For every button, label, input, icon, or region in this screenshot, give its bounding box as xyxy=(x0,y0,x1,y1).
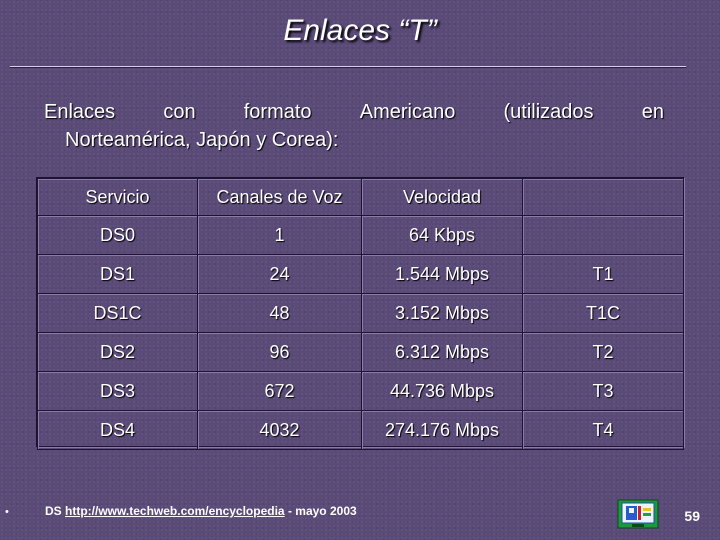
cell-velocidad: 44.736 Mbps xyxy=(361,371,523,411)
cell-velocidad: 274.176 Mbps xyxy=(361,410,523,450)
intro-word: Americano xyxy=(359,101,456,123)
footer-source: DS http://www.techweb.com/encyclopedia -… xyxy=(45,504,357,518)
cell-servicio: DS4 xyxy=(37,410,198,450)
cell-canales: 4032 xyxy=(197,410,362,450)
cell-velocidad: 3.152 Mbps xyxy=(361,293,523,333)
cell-servicio: DS3 xyxy=(37,371,198,411)
footer-source-link[interactable]: http://www.techweb.com/encyclopedia xyxy=(65,504,285,518)
table-row: DS2 96 6.312 Mbps T2 xyxy=(37,332,684,372)
presentation-logo-icon xyxy=(617,499,659,529)
footer-source-prefix: DS xyxy=(45,504,62,518)
intro-word: Enlaces xyxy=(44,101,116,123)
intro-word: con xyxy=(163,101,196,123)
cell-t-name: T2 xyxy=(522,332,684,372)
table-row: DS0 1 64 Kbps xyxy=(37,215,684,255)
table-row: DS4 4032 274.176 Mbps T4 xyxy=(37,410,684,450)
cell-canales: 48 xyxy=(197,293,362,333)
table-header-row: Servicio Canales de Voz Velocidad xyxy=(37,178,684,216)
header-velocidad: Velocidad xyxy=(361,178,523,216)
cell-servicio: DS2 xyxy=(37,332,198,372)
cell-t-name: T4 xyxy=(522,410,684,450)
cell-t-name: T1C xyxy=(522,293,684,333)
page-number: 59 xyxy=(684,508,700,524)
cell-canales: 24 xyxy=(197,254,362,294)
cell-canales: 672 xyxy=(197,371,362,411)
slide-title: Enlaces “T” xyxy=(283,14,437,47)
table-row: DS1 24 1.544 Mbps T1 xyxy=(37,254,684,294)
cell-canales: 1 xyxy=(197,215,362,255)
cell-canales: 96 xyxy=(197,332,362,372)
intro-word: formato xyxy=(243,101,312,123)
header-canales: Canales de Voz xyxy=(197,178,362,216)
intro-text: Enlaces con formato Americano (utilizado… xyxy=(44,98,664,154)
intro-word: en xyxy=(641,101,664,123)
intro-word: (utilizados xyxy=(503,101,594,123)
cell-servicio: DS0 xyxy=(37,215,198,255)
footer-source-suffix: - mayo 2003 xyxy=(287,504,357,518)
header-blank xyxy=(522,178,684,216)
table-row: DS1C 48 3.152 Mbps T1C xyxy=(37,293,684,333)
cell-velocidad: 64 Kbps xyxy=(361,215,523,255)
table-row: DS3 672 44.736 Mbps T3 xyxy=(37,371,684,411)
cell-t-name: T1 xyxy=(522,254,684,294)
header-servicio: Servicio xyxy=(37,178,198,216)
intro-line-1: Enlaces con formato Americano (utilizado… xyxy=(44,98,664,126)
title-divider xyxy=(10,66,686,68)
speeds-table-frame: Servicio Canales de Voz Velocidad DS0 1 … xyxy=(36,177,684,450)
cell-t-name xyxy=(522,215,684,255)
cell-servicio: DS1 xyxy=(37,254,198,294)
footer-bullet: • xyxy=(5,506,9,518)
intro-line-2: Norteamérica, Japón y Corea): xyxy=(65,129,339,151)
cell-velocidad: 1.544 Mbps xyxy=(361,254,523,294)
cell-velocidad: 6.312 Mbps xyxy=(361,332,523,372)
cell-t-name: T3 xyxy=(522,371,684,411)
speeds-table: Servicio Canales de Voz Velocidad DS0 1 … xyxy=(37,178,684,450)
cell-servicio: DS1C xyxy=(37,293,198,333)
